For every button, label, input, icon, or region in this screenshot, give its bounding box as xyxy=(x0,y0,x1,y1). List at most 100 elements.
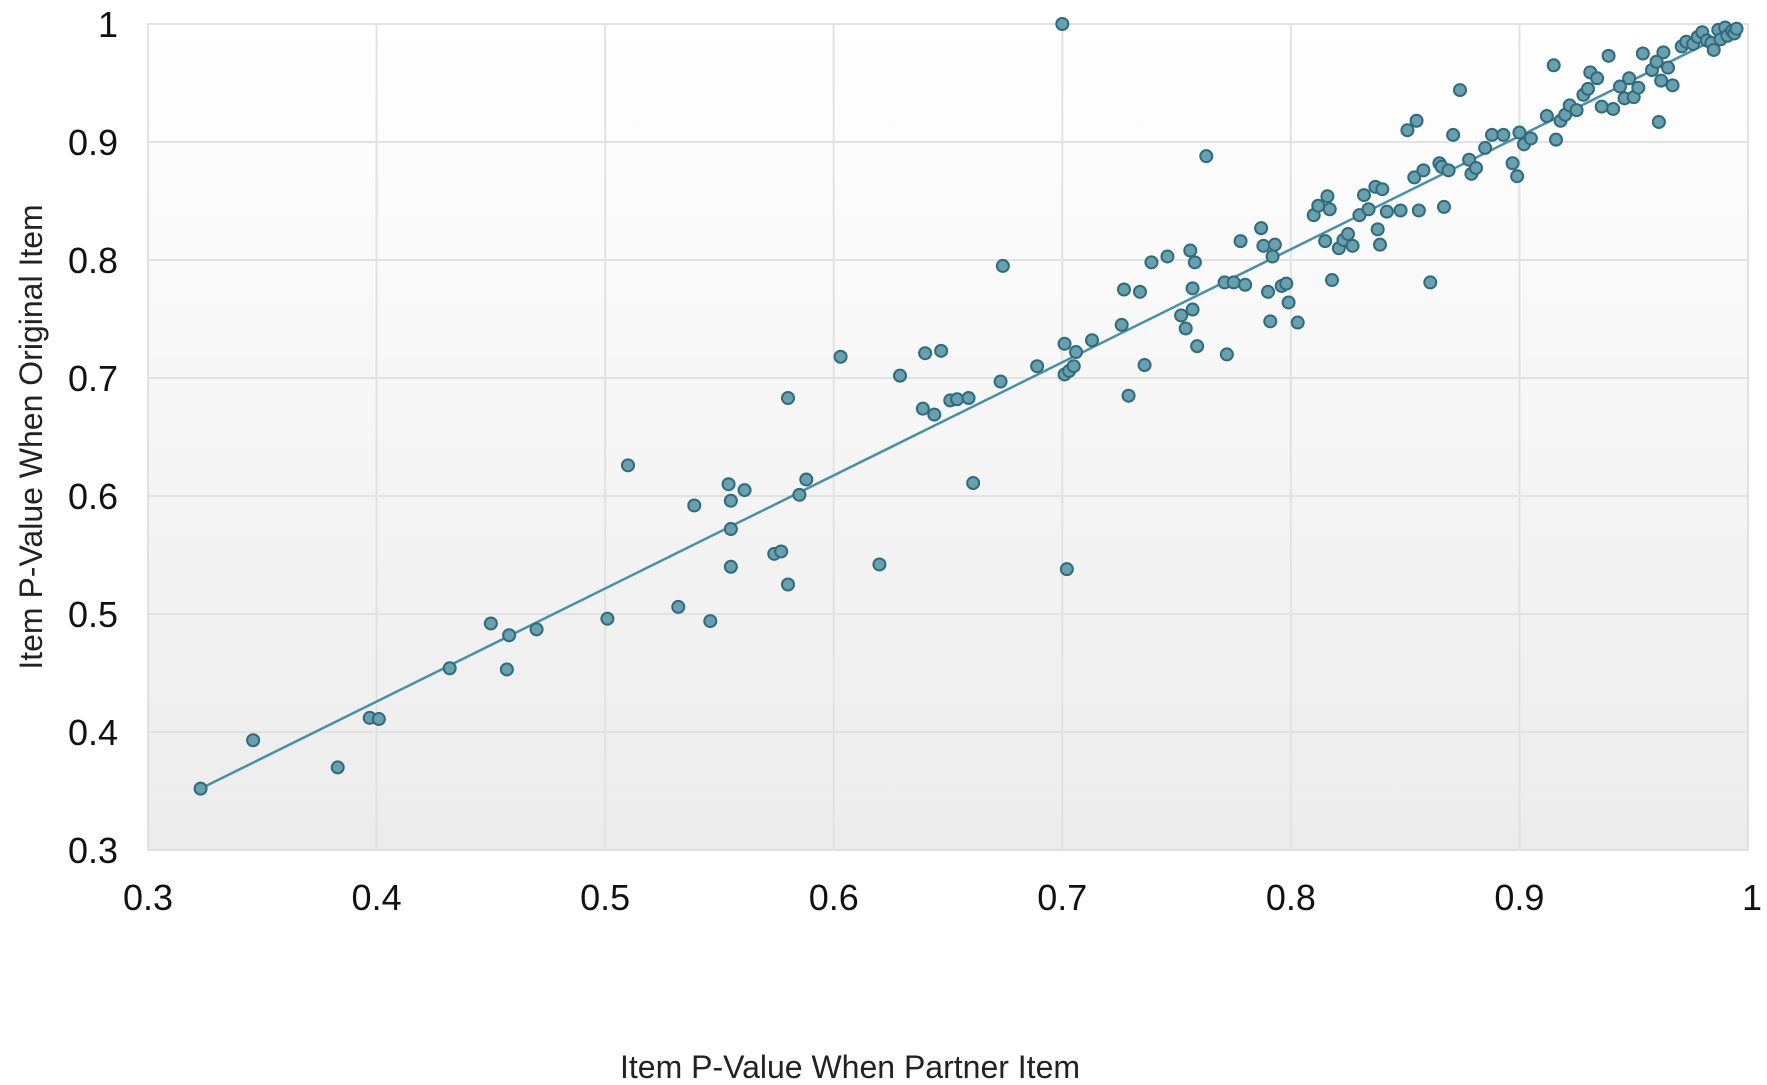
data-point-2 xyxy=(330,760,345,775)
data-point-142 xyxy=(1651,114,1666,129)
data-point-107 xyxy=(1446,127,1461,142)
data-point-79 xyxy=(1311,198,1326,213)
data-point-36 xyxy=(966,476,981,491)
data-point-96 xyxy=(1393,203,1408,218)
data-point-100 xyxy=(1411,203,1426,218)
data-point-47 xyxy=(1085,333,1099,348)
data-point-111 xyxy=(1469,160,1483,175)
data-point-143 xyxy=(1654,73,1669,88)
data-point-37 xyxy=(993,374,1008,389)
y-tick-label-6: 0.9 xyxy=(68,122,118,163)
data-point-131 xyxy=(1594,99,1609,114)
data-point-70 xyxy=(1261,284,1275,299)
data-point-122 xyxy=(1549,132,1563,147)
data-point-18 xyxy=(723,559,738,574)
data-point-40 xyxy=(1055,17,1070,31)
data-point-67 xyxy=(1238,277,1253,292)
data-point-77 xyxy=(1290,315,1305,330)
y-tick-labels: 0.3 0.4 0.5 0.6 0.7 0.8 0.9 1 xyxy=(68,4,118,871)
data-point-28 xyxy=(893,368,907,383)
data-point-132 xyxy=(1601,48,1616,63)
data-point-120 xyxy=(1539,109,1554,124)
trendline xyxy=(200,27,1738,790)
data-points xyxy=(193,17,1744,796)
data-point-59 xyxy=(1185,281,1200,296)
data-point-106 xyxy=(1441,163,1456,178)
data-point-126 xyxy=(1569,103,1584,118)
x-tick-label-5: 0.8 xyxy=(1266,877,1316,918)
y-tick-label-2: 0.5 xyxy=(68,594,118,635)
data-point-75 xyxy=(1279,276,1294,291)
data-point-52 xyxy=(1137,358,1152,373)
data-point-119 xyxy=(1523,131,1538,146)
data-point-112 xyxy=(1478,140,1493,155)
y-tick-label-4: 0.7 xyxy=(68,358,118,399)
data-point-46 xyxy=(1069,345,1083,360)
data-point-49 xyxy=(1117,282,1131,297)
data-point-146 xyxy=(1665,78,1680,93)
data-point-21 xyxy=(774,544,789,559)
data-point-12 xyxy=(671,599,686,614)
data-point-43 xyxy=(1059,562,1074,577)
gridlines xyxy=(148,24,1748,850)
data-point-64 xyxy=(1219,347,1234,362)
data-point-90 xyxy=(1361,202,1376,217)
data-point-54 xyxy=(1160,249,1175,264)
y-tick-label-1: 0.4 xyxy=(68,712,118,753)
x-tick-label-7: 1 xyxy=(1742,877,1762,918)
y-tick-label-7: 1 xyxy=(98,4,118,45)
data-point-133 xyxy=(1606,101,1621,116)
y-tick-label-5: 0.8 xyxy=(68,240,118,281)
y-tick-label-0: 0.3 xyxy=(68,830,118,871)
data-point-115 xyxy=(1505,156,1520,171)
data-point-4 xyxy=(371,712,386,727)
data-point-5 xyxy=(442,661,457,676)
data-point-1 xyxy=(246,733,261,748)
data-point-41 xyxy=(1057,336,1072,351)
data-point-117 xyxy=(1512,125,1527,140)
data-point-30 xyxy=(918,346,933,361)
data-point-24 xyxy=(792,487,807,502)
data-point-17 xyxy=(723,522,738,537)
data-point-16 xyxy=(723,493,738,508)
data-point-82 xyxy=(1322,202,1337,217)
data-point-73 xyxy=(1267,237,1282,252)
data-point-145 xyxy=(1661,60,1675,75)
data-point-15 xyxy=(721,477,736,492)
data-point-80 xyxy=(1318,234,1333,249)
y-tick-label-3: 0.6 xyxy=(68,476,118,517)
data-point-55 xyxy=(1174,308,1189,323)
data-point-81 xyxy=(1320,189,1335,204)
data-point-14 xyxy=(703,614,718,629)
data-point-128 xyxy=(1581,81,1595,96)
data-point-116 xyxy=(1510,169,1525,184)
data-point-11 xyxy=(621,458,635,473)
data-point-102 xyxy=(1423,275,1438,290)
data-point-22 xyxy=(781,391,795,406)
data-point-130 xyxy=(1590,71,1605,86)
data-point-141 xyxy=(1649,54,1664,69)
data-point-71 xyxy=(1263,314,1278,329)
data-point-65 xyxy=(1226,275,1241,290)
data-point-0 xyxy=(193,781,208,796)
data-point-27 xyxy=(872,557,887,572)
data-point-154 xyxy=(1706,42,1721,57)
data-point-9 xyxy=(529,622,544,637)
data-point-83 xyxy=(1325,273,1339,288)
data-point-134 xyxy=(1613,79,1627,94)
data-point-121 xyxy=(1546,58,1561,73)
data-point-108 xyxy=(1453,83,1467,98)
y-axis-title: Item P-Value When Original Item xyxy=(13,204,49,669)
data-point-34 xyxy=(950,392,965,407)
data-point-53 xyxy=(1144,255,1159,270)
data-point-144 xyxy=(1656,45,1671,60)
data-point-48 xyxy=(1114,317,1129,332)
data-point-68 xyxy=(1254,221,1269,236)
data-point-114 xyxy=(1496,127,1511,142)
data-point-98 xyxy=(1407,170,1422,185)
data-point-94 xyxy=(1375,182,1390,197)
x-tick-labels: 0.3 0.4 0.5 0.6 0.7 0.8 0.9 1 xyxy=(123,877,1762,918)
data-point-10 xyxy=(600,611,615,626)
x-tick-label-0: 0.3 xyxy=(123,877,173,918)
x-tick-label-2: 0.5 xyxy=(580,877,630,918)
